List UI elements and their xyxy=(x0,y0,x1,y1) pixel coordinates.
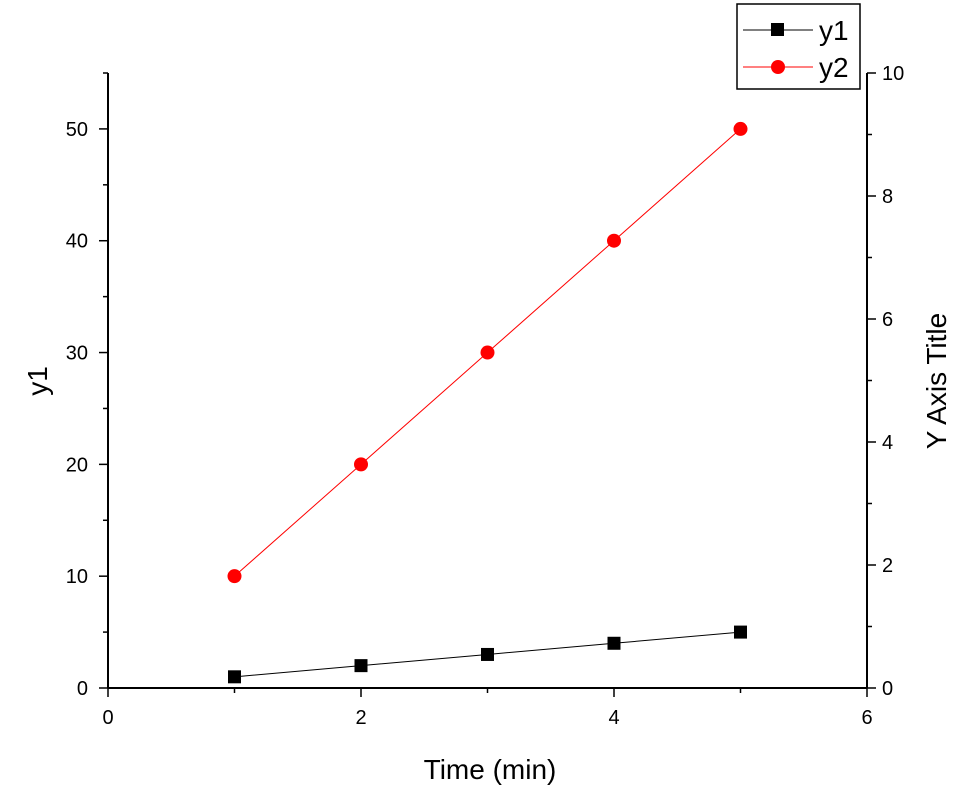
data-point-y2 xyxy=(354,457,368,472)
data-point-y2 xyxy=(227,569,242,584)
y2-axis-title: Y Axis Title xyxy=(921,313,952,449)
y2-tick-label: 2 xyxy=(882,555,893,577)
data-point-y2 xyxy=(480,345,495,360)
data-point-y1 xyxy=(607,636,621,650)
y2-tick-label: 10 xyxy=(882,63,904,85)
data-point-y1 xyxy=(228,670,241,684)
y2-tick-label: 0 xyxy=(882,678,893,700)
y-axis-title: y1 xyxy=(22,366,53,396)
data-point-y1 xyxy=(734,625,747,639)
y-tick-label: 20 xyxy=(66,454,88,476)
legend-marker-y2 xyxy=(771,60,785,74)
legend-label-y2: y2 xyxy=(819,52,849,83)
y2-tick-label: 4 xyxy=(882,432,893,454)
y2-tick-label: 6 xyxy=(882,309,893,331)
x-ticks: 0 2 4 6 xyxy=(102,688,873,729)
y-ticks: 0 10 20 30 40 50 xyxy=(66,72,108,700)
series-layer xyxy=(227,121,748,684)
y2-ticks: 0 2 4 6 8 10 xyxy=(867,63,904,700)
data-point-y1 xyxy=(481,647,494,661)
data-point-y2 xyxy=(733,121,748,136)
x-tick-label: 6 xyxy=(861,707,872,729)
legend-box xyxy=(736,3,861,90)
legend: y1 y2 xyxy=(736,3,861,90)
x-tick-label: 2 xyxy=(355,707,366,729)
data-point-y1 xyxy=(354,659,368,673)
y-tick-label: 10 xyxy=(66,566,88,588)
legend-marker-y1 xyxy=(771,23,784,36)
x-tick-label: 4 xyxy=(608,707,619,729)
y-tick-label: 30 xyxy=(66,343,88,365)
y-tick-label: 50 xyxy=(66,119,88,141)
legend-label-y1: y1 xyxy=(819,15,849,46)
x-tick-label: 0 xyxy=(102,707,113,729)
data-point-y2 xyxy=(607,233,621,248)
y-tick-label: 40 xyxy=(66,231,88,253)
x-axis-title: Time (min) xyxy=(424,754,557,785)
y-tick-label: 0 xyxy=(77,678,88,700)
y2-tick-label: 8 xyxy=(882,186,893,208)
